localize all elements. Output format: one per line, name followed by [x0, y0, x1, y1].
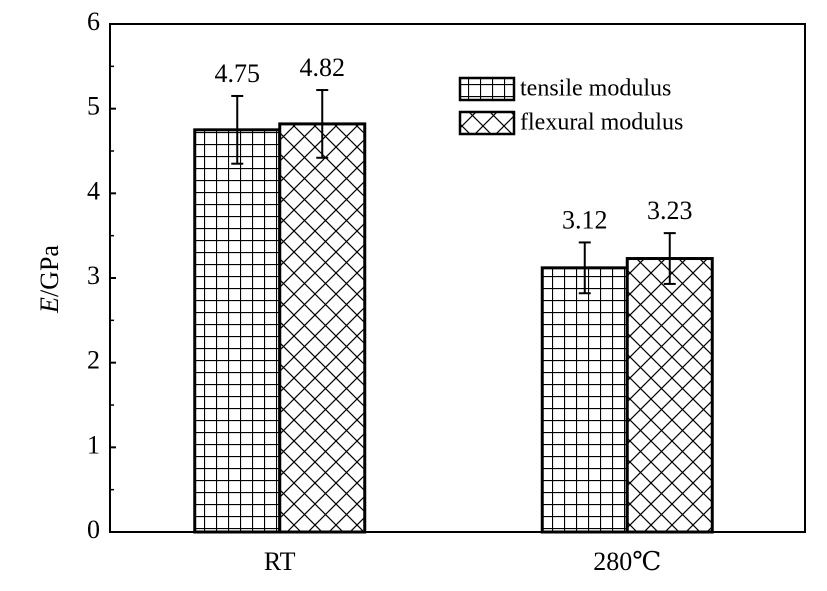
legend-swatch-crosshatch [458, 110, 516, 136]
legend-swatch-grid [458, 76, 516, 102]
data-label: 3.12 [562, 205, 608, 234]
svg-text:E/GPa: E/GPa [35, 245, 64, 314]
legend-label: tensile modulus [520, 76, 671, 102]
y-tick-label: 3 [87, 261, 100, 290]
y-tick-label: 1 [87, 430, 100, 459]
data-label: 3.23 [647, 196, 693, 225]
bar-crosshatch [278, 122, 367, 534]
y-tick-label: 5 [87, 92, 100, 121]
y-tick-label: 4 [87, 176, 100, 205]
data-label: 4.75 [215, 59, 261, 88]
legend-label: flexural modulus [520, 110, 683, 136]
legend: tensile modulus flexural modulus [458, 76, 683, 136]
data-label: 4.82 [300, 53, 346, 82]
plot-area: 0 1 2 3 4 5 6 RT 4.75 4.82 280℃ 3.12 3.23 [87, 7, 806, 576]
y-tick-label: 2 [87, 346, 100, 375]
x-category-label: 280℃ [593, 547, 661, 576]
y-axis-title: E/GPa [35, 245, 64, 314]
y-tick-label: 6 [87, 7, 100, 36]
bar-grid [540, 266, 629, 534]
y-tick-label: 0 [87, 515, 100, 544]
y-axis-title-unit: /GPa [35, 245, 64, 297]
x-category-label: RT [264, 547, 296, 576]
y-axis-title-variable: E [35, 297, 64, 314]
bar-grid [193, 128, 282, 534]
bar-crosshatch [625, 257, 714, 534]
